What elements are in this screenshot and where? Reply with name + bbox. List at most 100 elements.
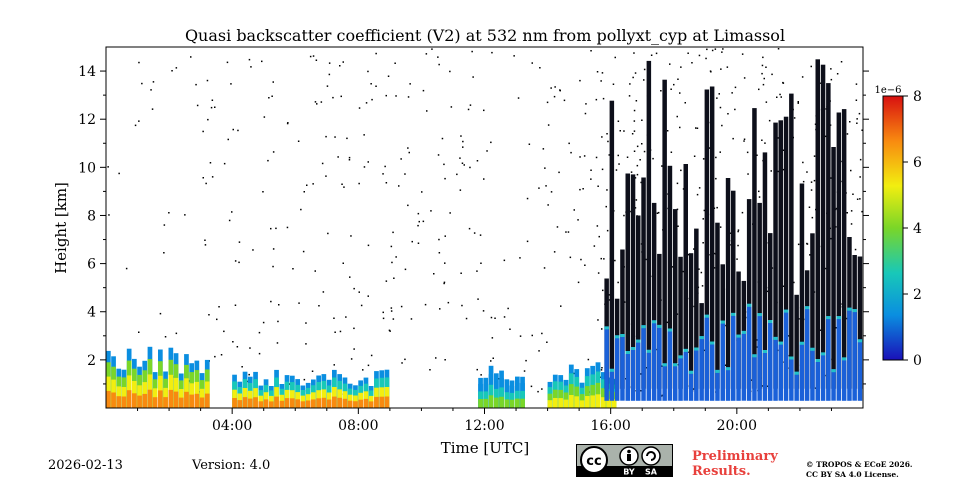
- noise-dot: [248, 373, 250, 376]
- noise-dot: [810, 189, 813, 191]
- cloud-column: [651, 202, 657, 389]
- noise-dot: [311, 370, 314, 372]
- cloud-base: [847, 307, 852, 401]
- cloud-edge: [836, 316, 842, 320]
- noise-dot: [394, 62, 396, 64]
- aerosol-strip: [558, 398, 564, 408]
- cloud-base: [683, 348, 688, 401]
- noise-dot: [449, 212, 451, 214]
- noise-dot: [758, 196, 761, 198]
- noise-dot: [633, 52, 635, 54]
- noise-dot: [523, 370, 526, 372]
- noise-dot: [710, 71, 712, 73]
- cloud-edge: [620, 334, 625, 337]
- aerosol-strip: [316, 398, 321, 408]
- noise-dot: [226, 61, 229, 64]
- noise-dot: [641, 119, 643, 121]
- aerosol-strip: [606, 398, 612, 408]
- noise-dot: [550, 87, 552, 89]
- noise-dot: [437, 154, 440, 156]
- aerosol-strip: [520, 398, 525, 408]
- noise-dot: [465, 317, 468, 320]
- aerosol-strip: [590, 395, 596, 408]
- noise-dot: [636, 145, 639, 148]
- cloud-edge: [657, 324, 662, 328]
- noise-dot: [858, 112, 861, 115]
- aerosol-strip: [347, 400, 353, 408]
- cloud-base: [746, 303, 752, 401]
- noise-dot: [238, 241, 241, 243]
- aerosol-strip: [601, 397, 606, 408]
- noise-dot: [227, 138, 229, 141]
- noise-dot: [348, 156, 351, 159]
- noise-dot: [643, 79, 645, 81]
- noise-dot: [743, 77, 746, 79]
- noise-dot: [461, 162, 464, 164]
- noise-dot: [438, 63, 440, 66]
- cloud-column: [678, 256, 683, 389]
- feature-weak-aerosol-11-13-utc: [478, 365, 525, 408]
- noise-dot: [846, 133, 849, 135]
- noise-dot: [125, 267, 128, 270]
- noise-dot: [371, 98, 373, 101]
- cloud-base: [604, 326, 609, 401]
- noise-dot: [655, 52, 658, 55]
- noise-dot: [531, 62, 533, 64]
- cloud-column: [725, 178, 731, 389]
- noise-dot: [614, 56, 616, 59]
- noise-dot: [597, 185, 599, 187]
- cloud-column: [646, 60, 652, 389]
- cloud-column: [625, 173, 630, 389]
- cloud-edge: [614, 335, 620, 339]
- cloud-edge: [768, 320, 773, 323]
- noise-dot: [765, 66, 767, 68]
- noise-dot: [634, 207, 637, 209]
- noise-dot: [595, 98, 598, 101]
- noise-dot: [846, 212, 848, 214]
- aerosol-strip: [321, 397, 327, 408]
- cloud-edge: [789, 356, 794, 360]
- noise-dot: [437, 56, 439, 58]
- cc-license-badge[interactable]: cc BY SA: [576, 444, 673, 477]
- noise-dot: [544, 167, 546, 169]
- noise-dot: [608, 299, 611, 301]
- noise-dot: [528, 143, 531, 145]
- cloud-edge: [857, 339, 863, 343]
- noise-dot: [636, 164, 639, 167]
- noise-dot: [631, 133, 634, 135]
- aerosol-strip: [584, 396, 590, 408]
- noise-dot: [370, 354, 373, 357]
- noise-dot: [633, 130, 636, 132]
- cloud-base: [778, 341, 783, 401]
- noise-dot: [503, 259, 506, 262]
- noise-dot: [661, 165, 663, 167]
- aerosol-strip: [483, 398, 489, 408]
- noise-dot: [777, 170, 779, 173]
- noise-dot: [349, 276, 351, 278]
- noise-dot: [850, 210, 853, 212]
- noise-dot: [118, 172, 120, 175]
- cloud-base: [799, 341, 805, 401]
- noise-dot: [417, 212, 420, 215]
- cloud-base: [694, 347, 699, 401]
- noise-dot: [303, 191, 305, 193]
- noise-dot: [211, 176, 214, 178]
- noise-dot: [802, 180, 805, 183]
- noise-dot: [312, 183, 314, 185]
- aerosol-strip: [121, 396, 127, 408]
- cloud-column: [826, 83, 831, 389]
- cloud-column: [757, 202, 762, 389]
- noise-dot: [459, 189, 462, 191]
- cloud-base: [704, 314, 710, 401]
- noise-dot: [793, 281, 795, 284]
- noise-dot: [859, 198, 861, 200]
- noise-dot: [579, 188, 581, 191]
- noise-dot: [262, 321, 265, 324]
- noise-dot: [808, 206, 811, 208]
- cloud-base: [757, 313, 762, 401]
- noise-dot: [480, 262, 482, 264]
- noise-dot: [783, 285, 785, 287]
- noise-dot: [596, 225, 599, 227]
- noise-dot: [629, 83, 631, 85]
- noise-dot: [737, 244, 739, 247]
